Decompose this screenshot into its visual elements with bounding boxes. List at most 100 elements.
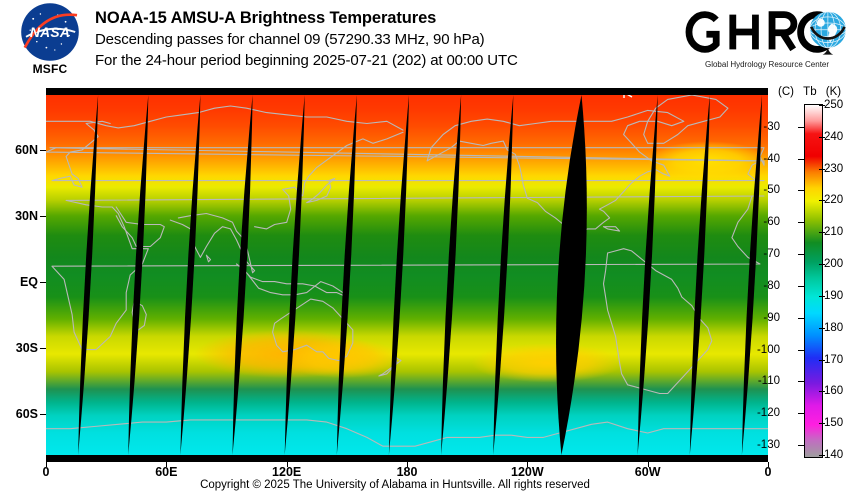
colorbar-celsius-label-70: -70 [763, 248, 780, 261]
colorbar-kelvin-label-140: 140 [824, 449, 844, 461]
colorbar-celsius-label-90: -90 [763, 311, 780, 324]
colorbar-celsius-tick [798, 190, 804, 192]
colorbar-unit-celsius: (C) [778, 86, 794, 98]
lon-tick-label-60: 60E [155, 465, 178, 479]
colorbar-kelvin-tick [819, 136, 825, 138]
lat-tick-mark [40, 150, 46, 152]
page-header: NASA MSFC NOAA-15 AMSU-A Brightness Temp… [0, 0, 854, 88]
coastline-path [254, 131, 404, 230]
orbital-swath-gap [78, 95, 99, 455]
lat-tick-label-60s: 60S [15, 406, 38, 421]
coastline-path [115, 206, 165, 248]
colorbar-celsius-label-100: -100 [756, 343, 780, 356]
colorbar-kelvin-label-190: 190 [824, 289, 844, 302]
lon-tick-mark [647, 462, 649, 467]
coastline-path [46, 419, 768, 447]
colorbar-gradient [805, 105, 822, 457]
orbital-swath-gap [232, 95, 253, 455]
colorbar-celsius-label-110: -110 [757, 375, 780, 388]
title-subtitle-period: For the 24-hour period beginning 2025-07… [95, 52, 518, 69]
msfc-label: MSFC [32, 62, 68, 76]
orbital-swath-gap [336, 95, 357, 455]
lat-tick-mark [40, 282, 46, 283]
title-block: NOAA-15 AMSU-A Brightness Temperatures D… [95, 8, 665, 71]
colorbar-header: (C) Tb (K) [778, 86, 854, 98]
title-subtitle-channel: Descending passes for channel 09 (57290.… [95, 31, 485, 48]
copyright-notice: Copyright © 2025 The University of Alaba… [200, 479, 590, 491]
nasa-meatball-icon: NASA [21, 3, 79, 61]
colorbar-kelvin-tick [819, 455, 825, 456]
colorbar-kelvin-label-240: 240 [824, 130, 844, 143]
lon-tick-mark [46, 462, 47, 467]
coastline-path [131, 300, 147, 331]
map-plot-area [46, 88, 768, 462]
lon-tick-mark [527, 462, 529, 467]
orbital-swath-gap [741, 95, 762, 455]
lat-tick-mark [40, 216, 46, 218]
svg-text:NASA: NASA [30, 25, 70, 40]
colorbar-celsius-tick [798, 158, 804, 160]
coastline-path [205, 254, 212, 263]
orbital-swath-gap [689, 95, 710, 455]
orbital-swath-gap [128, 95, 149, 455]
colorbar-celsius-tick [798, 317, 804, 319]
colorbar-label-tb: Tb [803, 86, 817, 98]
colorbar-celsius-label-60: -60 [763, 216, 780, 229]
orbital-swath-gap [284, 95, 305, 455]
colorbar-kelvin-label-250: 250 [824, 99, 844, 111]
colorbar-celsius-tick [798, 413, 804, 415]
globe-icon [809, 11, 847, 55]
lat-tick-label-60n: 60N [15, 143, 38, 158]
colorbar-celsius-label-130: -130 [756, 438, 780, 451]
colorbar-celsius-label-120: -120 [756, 407, 780, 420]
colorbar-celsius-tick [798, 222, 804, 224]
colorbar-kelvin-tick [819, 105, 825, 106]
orbital-swath-gap [493, 95, 514, 455]
colorbar-celsius-label-40: -40 [763, 152, 780, 165]
colorbar-kelvin-label-170: 170 [824, 353, 844, 366]
lat-tick-mark [40, 413, 46, 415]
ghrc-tagline: Global Hydrology Resource Center [704, 60, 830, 69]
nasa-msfc-logo: NASA MSFC [12, 2, 88, 82]
coastline-path [46, 105, 404, 131]
ghrc-logo: Global Hydrology Resource Center [683, 4, 849, 80]
colorbar-kelvin-tick [819, 200, 825, 202]
lat-tick-label-30n: 30N [15, 209, 38, 224]
colorbar-kelvin-tick [819, 232, 825, 234]
lon-tick-mark [407, 462, 408, 467]
lon-tick-mark [286, 462, 288, 467]
colorbar-kelvin-tick [819, 423, 825, 425]
se-pacific-warm [471, 343, 624, 383]
colorbar-kelvin-tick [819, 264, 825, 266]
colorbar-celsius-label-50: -50 [763, 184, 780, 197]
coastline-path [306, 177, 336, 204]
colorbar-celsius-tick [798, 126, 804, 128]
brightness-temperature-map[interactable] [46, 95, 768, 455]
colorbar-kelvin-label-210: 210 [824, 226, 844, 239]
orbital-swath-gap [180, 95, 201, 455]
orbital-swath-gap [637, 95, 658, 455]
colorbar-kelvin-label-150: 150 [824, 417, 844, 430]
lon-tick-label-0: 0 [42, 465, 50, 479]
coastline-path [51, 195, 765, 351]
lon-tick-label-120: 120E [272, 465, 302, 479]
colorbar-celsius-label-30: -30 [763, 120, 780, 133]
colorbar-celsius-label-80: -80 [763, 279, 780, 292]
colorbar-kelvin-label-220: 220 [824, 194, 844, 207]
colorbar-celsius-tick [798, 349, 804, 351]
colorbar-kelvin-tick [819, 295, 825, 297]
lon-tick-mark [166, 462, 168, 467]
top-edge-pass-marker [623, 95, 633, 98]
coastline-path [602, 226, 621, 232]
lat-tick-label-30s: 30S [15, 340, 38, 355]
ghrc-wordmark-icon [685, 11, 847, 55]
colorbar-celsius-tick [798, 381, 804, 383]
colorbar[interactable] [804, 104, 823, 458]
colorbar-celsius-tick [798, 254, 804, 256]
colorbar-kelvin-tick [819, 391, 825, 393]
colorbar-kelvin-label-180: 180 [824, 321, 844, 334]
lat-tick-label-eq: EQ [19, 275, 38, 289]
colorbar-kelvin-tick [819, 359, 825, 361]
lat-tick-mark [40, 347, 46, 349]
colorbar-celsius-tick [798, 444, 804, 446]
